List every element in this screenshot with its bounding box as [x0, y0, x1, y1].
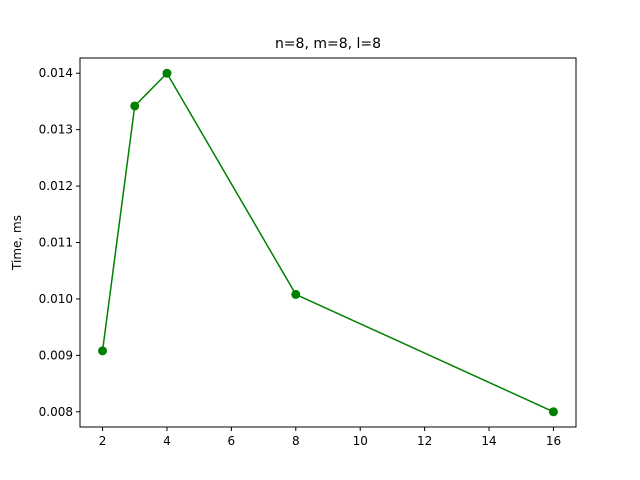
- x-tick-label: 14: [481, 434, 496, 448]
- y-tick-label: 0.010: [39, 292, 73, 306]
- data-point: [162, 68, 172, 78]
- y-tick-label: 0.008: [39, 405, 73, 419]
- plot-area: [80, 58, 576, 427]
- plot-frame: [79, 57, 577, 428]
- y-axis: 0.008 0.009 0.010 0.011 0.012 0.013 0.014: [39, 66, 80, 419]
- chart-title: n=8, m=8, l=8: [275, 36, 381, 52]
- data-point: [548, 407, 558, 417]
- x-tick-label: 2: [99, 434, 107, 448]
- y-tick-label: 0.013: [39, 123, 73, 137]
- y-tick-label: 0.009: [39, 348, 73, 362]
- x-tick-label: 10: [353, 434, 368, 448]
- y-tick-label: 0.012: [39, 179, 73, 193]
- x-axis: 2 4 6 8 10 12 14 16: [99, 427, 561, 448]
- y-axis-label: Time, ms: [10, 215, 24, 271]
- x-tick-label: 16: [546, 434, 561, 448]
- data-point: [130, 101, 140, 111]
- x-tick-label: 4: [163, 434, 171, 448]
- x-tick-label: 8: [292, 434, 300, 448]
- y-tick-label: 0.014: [39, 66, 73, 80]
- x-tick-label: 6: [228, 434, 236, 448]
- data-point: [98, 346, 108, 356]
- x-tick-label: 12: [417, 434, 432, 448]
- series-group: [98, 68, 558, 417]
- data-point: [291, 289, 301, 299]
- y-tick-label: 0.011: [39, 236, 73, 250]
